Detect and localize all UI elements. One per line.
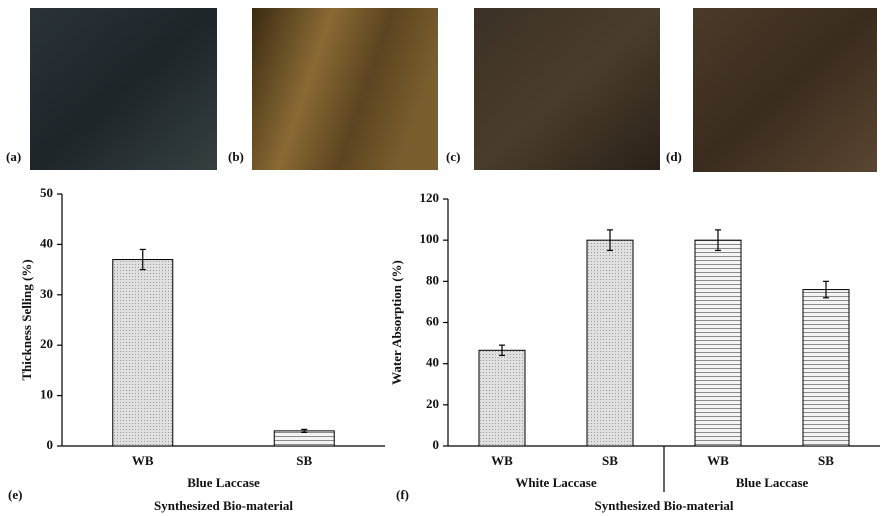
y-axis-label: Water Absorption (%): [389, 260, 404, 385]
y-tick-label: 10: [40, 387, 53, 402]
bar: [113, 260, 173, 446]
group-label: Blue Laccase: [187, 475, 260, 490]
panel-label: (e): [8, 487, 22, 502]
panel-label: (d): [666, 149, 682, 164]
panel-label: (c): [446, 149, 460, 164]
bar: [479, 350, 525, 446]
y-tick-label: 50: [40, 185, 53, 200]
photo: [30, 8, 217, 170]
panel-label: (b): [228, 149, 244, 164]
y-tick-label: 40: [426, 355, 439, 370]
x-tick-label: SB: [602, 453, 618, 468]
y-tick-label: 40: [40, 235, 53, 250]
y-tick-label: 20: [426, 396, 439, 411]
x-tick-label: SB: [296, 453, 312, 468]
y-tick-label: 30: [40, 286, 53, 301]
panel-label: (a): [6, 149, 21, 164]
photo: [474, 8, 660, 170]
y-tick-label: 20: [40, 336, 53, 351]
y-tick-label: 60: [426, 313, 439, 328]
y-tick-label: 120: [420, 190, 440, 205]
y-tick-label: 100: [420, 231, 440, 246]
group-label: White Laccase: [515, 475, 596, 490]
y-tick-label: 80: [426, 272, 439, 287]
bar: [274, 431, 334, 446]
figure: (a) (b) (c) (d) 0 10 20 30 40 50 WB SB Blue Lacc…: [0, 0, 887, 516]
y-axis-label: Thickness Selling (%): [19, 259, 34, 380]
bar: [587, 240, 633, 446]
x-axis-label: Synthesized Bio-material: [154, 498, 293, 513]
x-tick-label: WB: [132, 453, 154, 468]
x-tick-label: SB: [818, 453, 834, 468]
y-tick-label: 0: [47, 437, 54, 452]
group-label: Blue Laccase: [736, 475, 809, 490]
x-tick-label: WB: [707, 453, 729, 468]
photo: [252, 8, 438, 170]
photo: [693, 8, 877, 172]
panel-label: (f): [396, 487, 409, 502]
y-tick-label: 0: [433, 437, 440, 452]
x-axis-label: Synthesized Bio-material: [594, 498, 733, 513]
x-tick-label: WB: [491, 453, 513, 468]
bar: [803, 290, 849, 446]
bar: [695, 240, 741, 446]
